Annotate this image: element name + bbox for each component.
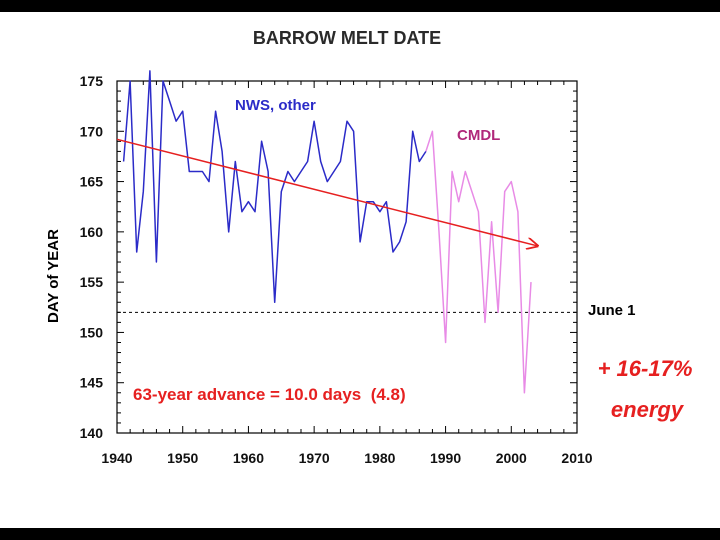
series-line-cmdl bbox=[425, 130, 532, 394]
axis-ticks bbox=[116, 80, 578, 434]
reference-line-label: June 1 bbox=[588, 302, 636, 319]
y-tick-label: 145 bbox=[80, 375, 104, 391]
y-tick-label: 165 bbox=[80, 174, 104, 190]
plot-frame bbox=[116, 80, 578, 434]
y-tick-label: 155 bbox=[80, 274, 104, 290]
slide: BARROW MELT DATE 1940 1950 1960 1970 1980 199… bbox=[0, 12, 720, 528]
y-tick-label: 170 bbox=[80, 123, 104, 139]
series-label-cmdl: CMDL bbox=[457, 127, 500, 144]
x-tick-label: 1950 bbox=[167, 450, 198, 466]
x-tick-label: 1940 bbox=[101, 450, 132, 466]
y-tick-label: 140 bbox=[80, 425, 104, 441]
chart-title: BARROW MELT DATE bbox=[253, 28, 441, 48]
series-label-nws: NWS, other bbox=[235, 97, 316, 114]
x-tick-label: 1960 bbox=[233, 450, 264, 466]
x-tick-labels: 1940 1950 1960 1970 1980 1990 2000 2010 bbox=[101, 450, 592, 466]
energy-annotation-line1: + 16-17% bbox=[598, 356, 693, 381]
trend-arrow bbox=[116, 138, 538, 246]
y-tick-label: 150 bbox=[80, 324, 104, 340]
y-tick-labels: 140 145 150 155 160 165 170 175 bbox=[80, 73, 104, 441]
y-axis-label: DAY of YEAR bbox=[45, 229, 62, 323]
x-tick-label: 1970 bbox=[299, 450, 330, 466]
x-tick-label: 2010 bbox=[561, 450, 592, 466]
x-tick-label: 1990 bbox=[430, 450, 461, 466]
x-tick-label: 1980 bbox=[364, 450, 395, 466]
series-lines bbox=[122, 70, 532, 394]
y-tick-label: 160 bbox=[80, 224, 104, 240]
chart: BARROW MELT DATE 1940 1950 1960 1970 1980 199… bbox=[45, 28, 693, 466]
advance-annotation: 63-year advance = 10.0 days (4.8) bbox=[133, 385, 406, 404]
x-tick-label: 2000 bbox=[496, 450, 527, 466]
y-tick-label: 175 bbox=[80, 73, 104, 89]
energy-annotation-line2: energy bbox=[611, 397, 685, 422]
